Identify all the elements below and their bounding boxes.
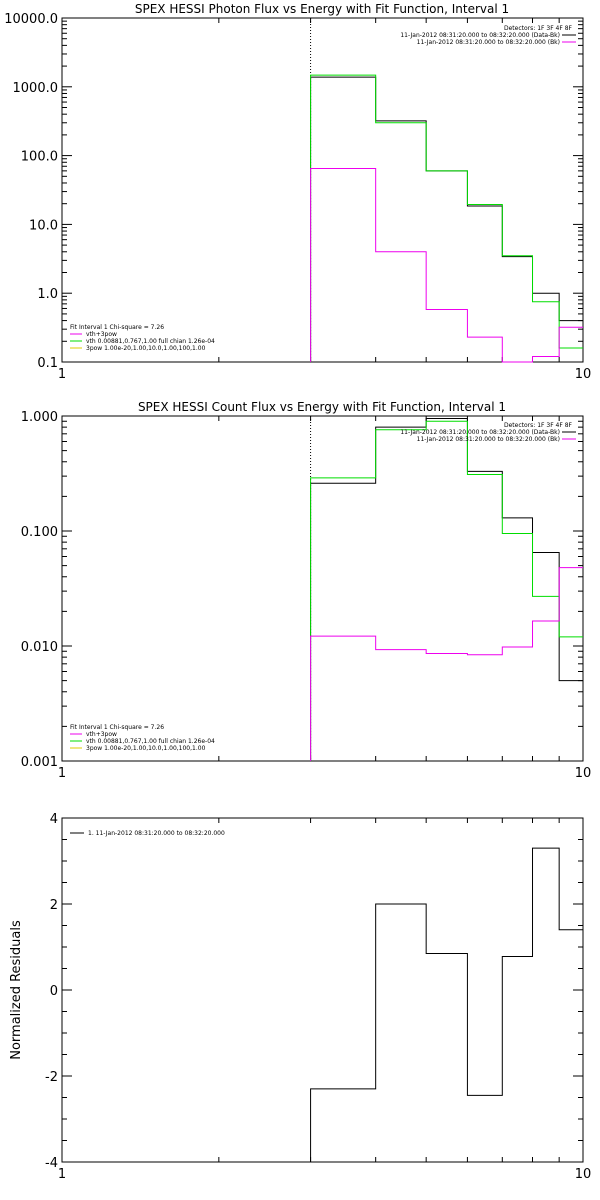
photon-series-0-line [310,76,583,362]
count-legend-data-label: 11-Jan-2012 08:31:20.000 to 08:32:20.000… [400,429,560,436]
residuals-panel: Normalized Residuals 1 10 -4 -2 0 2 4 1. 11-Ja… [9,812,591,1182]
count-x-tick-label: 10 [575,766,592,781]
count-legend-left: Fit Interval 1 Chi-square = 7.26 vth+3po… [70,724,215,752]
photon-y-tick-label: 0.1 [37,356,58,371]
photon-flux-title: SPEX HESSI Photon Flux vs Energy with Fi… [135,2,509,16]
photon-y-tick-label: 10.0 [29,218,58,233]
photon-x-tick-label: 1 [58,367,66,382]
count-y-tick-label: 1.000 [21,410,58,425]
photon-legend-detectors: Detectors: 1F 3F 4F 8F [504,25,573,32]
photon-plot-frame [61,17,584,363]
photon-flux-panel: SPEX HESSI Photon Flux vs Energy with Fi… [4,2,591,382]
residuals-y-tick-label: 4 [50,812,58,827]
count-x-tick-label: 1 [58,766,66,781]
photon-legend-right: Detectors: 1F 3F 4F 8F 11-Jan-2012 08:31… [400,25,576,46]
residuals-y-tick-label: -4 [45,1156,58,1171]
photon-legend-fit-label: Fit Interval 1 Chi-square = 7.26 [70,324,164,331]
residuals-x-tick-label: 10 [575,1167,592,1182]
count-legend-pow-label: 3pow 1.00e-20,1.00,10.0,1.00,100,1.00 [86,745,206,752]
count-flux-panel: SPEX HESSI Count Flux vs Energy with Fit… [21,400,591,781]
count-y-tick-label: 0.010 [21,640,58,655]
count-legend-bk-label: 11-Jan-2012 08:31:20.000 to 08:32:20.000… [417,436,560,443]
residuals-x-tick-label: 1 [58,1167,66,1182]
residuals-legend: 1. 11-Jan-2012 08:31:20.000 to 08:32:20.… [70,830,225,837]
photon-y-tick-label: 10000.0 [4,12,58,27]
residuals-plot-frame [61,817,584,1163]
residuals-legend-label: 1. 11-Jan-2012 08:31:20.000 to 08:32:20.… [88,830,225,837]
photon-x-tick-label: 10 [575,367,592,382]
photon-legend-pow-label: 3pow 1.00e-20,1.00,10.0,1.00,100,1.00 [86,345,206,352]
count-legend-detectors: Detectors: 1F 3F 4F 8F [504,422,573,429]
photon-y-tick-label: 1000.0 [13,81,59,96]
residuals-y-tick-label: 2 [50,898,58,913]
photon-legend-left: Fit Interval 1 Chi-square = 7.26 vth+3po… [70,324,215,352]
photon-y-tick-label: 1.0 [37,287,58,302]
count-y-tick-label: 0.001 [21,755,58,770]
photon-legend-model-label: vth+3pow [86,331,117,338]
count-series-2-line [310,567,583,761]
count-legend-right: Detectors: 1F 3F 4F 8F 11-Jan-2012 08:31… [400,422,576,443]
photon-legend-data-label: 11-Jan-2012 08:31:20.000 to 08:32:20.000… [400,32,560,39]
photon-y-tick-label: 100.0 [21,150,58,165]
count-plot-frame [61,415,584,762]
count-series-1-line [310,420,583,761]
count-legend-vth-label: vth 0.00881,0.767,1.00 full chian 1.26e-… [86,738,215,745]
count-flux-title: SPEX HESSI Count Flux vs Energy with Fit… [138,400,506,414]
photon-legend-bk-label: 11-Jan-2012 08:31:20.000 to 08:32:20.000… [417,39,560,46]
count-legend-fit-label: Fit Interval 1 Chi-square = 7.26 [70,724,164,731]
residuals-y-tick-label: -2 [45,1070,58,1085]
residuals-y-tick-label: 0 [50,984,58,999]
count-y-tick-label: 0.100 [21,525,58,540]
photon-legend-vth-label: vth 0.00881,0.767,1.00 full chian 1.26e-… [86,338,215,345]
count-legend-model-label: vth+3pow [86,731,117,738]
count-series-0-line [310,418,583,761]
photon-series-2-line [310,167,583,363]
photon-series-1-line [310,74,583,362]
residuals-y-axis-label: Normalized Residuals [9,920,24,1060]
residuals-series-0-line [310,847,583,1162]
